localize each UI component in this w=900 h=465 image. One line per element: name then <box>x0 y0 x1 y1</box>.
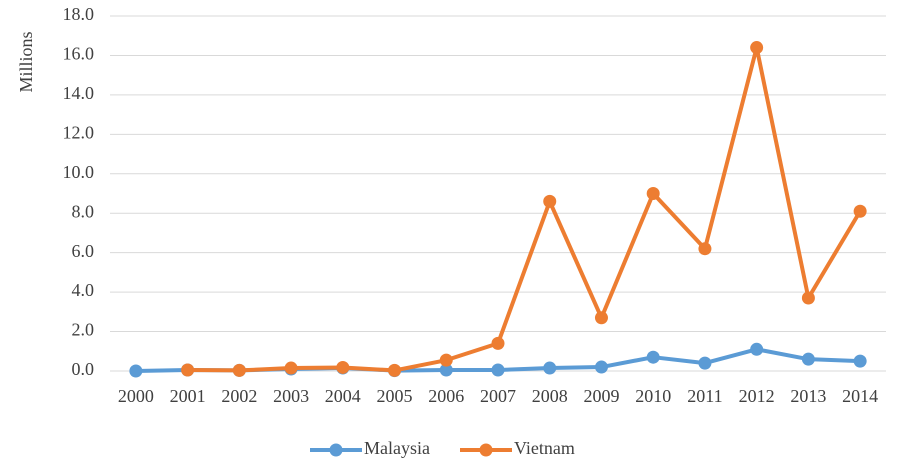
data-point <box>439 363 453 377</box>
series-line <box>187 45 862 373</box>
x-tick-label: 2002 <box>221 386 257 406</box>
data-point <box>284 361 298 375</box>
x-tick-label: 2003 <box>273 386 309 406</box>
x-tick-label: 2010 <box>635 386 671 406</box>
data-point <box>853 354 867 368</box>
data-point <box>698 242 712 256</box>
data-point <box>129 364 143 378</box>
data-point <box>232 363 246 377</box>
data-point <box>698 356 712 370</box>
x-tick-label: 2007 <box>480 386 516 406</box>
data-point <box>646 350 660 364</box>
y-tick-label: 8.0 <box>72 201 95 221</box>
legend-marker <box>479 443 493 457</box>
data-point <box>491 336 505 350</box>
x-tick-label: 2011 <box>687 386 722 406</box>
x-tick-label: 2008 <box>532 386 568 406</box>
data-point <box>750 41 764 55</box>
legend-label: Vietnam <box>514 438 575 458</box>
y-tick-label: 0.0 <box>72 359 95 379</box>
data-point <box>491 363 505 377</box>
y-tick-label: 10.0 <box>63 162 95 182</box>
x-tick-label: 2005 <box>377 386 413 406</box>
y-axis-title: Millions <box>16 31 36 92</box>
data-point <box>439 353 453 367</box>
data-point <box>750 342 764 356</box>
y-tick-label: 18.0 <box>63 4 95 24</box>
data-point <box>594 311 608 325</box>
data-point <box>388 363 402 377</box>
y-tick-label: 2.0 <box>72 320 95 340</box>
x-tick-label: 2009 <box>583 386 619 406</box>
data-point <box>801 291 815 305</box>
x-tick-label: 2012 <box>739 386 775 406</box>
data-point <box>181 363 195 377</box>
x-tick-label: 2001 <box>170 386 206 406</box>
x-tick-label: 2013 <box>790 386 826 406</box>
data-point <box>801 352 815 366</box>
legend-marker <box>329 443 343 457</box>
y-tick-label: 14.0 <box>63 83 95 103</box>
x-tick-label: 2014 <box>842 386 878 406</box>
data-point <box>543 361 557 375</box>
data-point <box>594 360 608 374</box>
x-tick-label: 2006 <box>428 386 464 406</box>
y-tick-label: 16.0 <box>63 44 95 64</box>
data-point <box>646 187 660 200</box>
x-tick-label: 2004 <box>325 386 361 406</box>
y-tick-label: 6.0 <box>72 241 95 261</box>
data-point <box>543 194 557 208</box>
legend-label: Malaysia <box>364 438 430 458</box>
x-tick-label: 2000 <box>118 386 154 406</box>
data-point <box>336 360 350 374</box>
y-tick-label: 12.0 <box>63 122 95 142</box>
y-tick-label: 4.0 <box>72 280 95 300</box>
data-point <box>853 204 867 218</box>
